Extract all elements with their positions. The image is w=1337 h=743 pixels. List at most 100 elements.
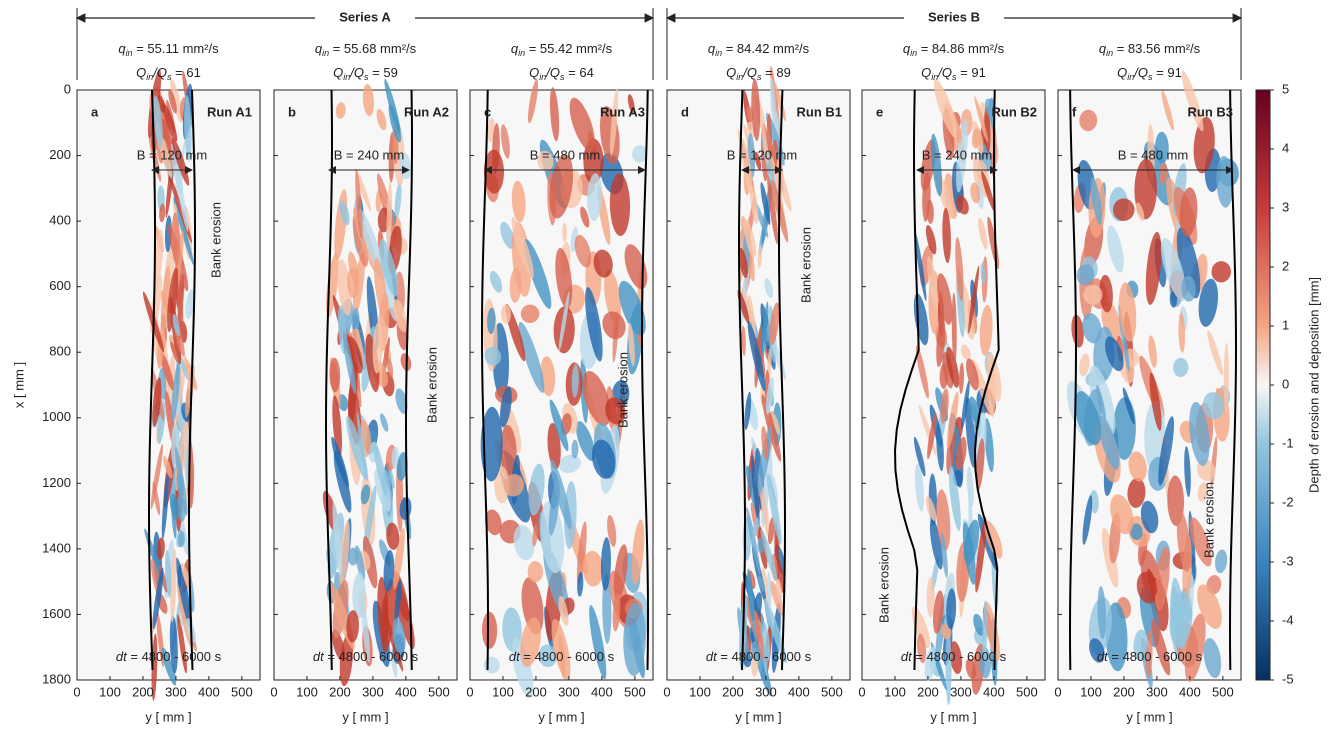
- erosion-streak: [973, 613, 985, 636]
- text-part: = 91: [957, 65, 986, 80]
- erosion-streak: [500, 221, 515, 249]
- erosion-streak: [914, 463, 924, 512]
- text-part: /: [545, 65, 551, 80]
- tick-label: 100: [296, 684, 318, 699]
- tick-label: 300: [755, 684, 777, 699]
- panel-letter: c: [484, 104, 491, 119]
- text-part: Q: [550, 65, 560, 80]
- erosion-streak: [171, 501, 177, 539]
- panel-letter: b: [288, 104, 296, 119]
- erosion-streak: [386, 522, 400, 550]
- erosion-streak: [624, 244, 648, 290]
- axis-label: y [ mm ]: [735, 709, 781, 724]
- tick-label: 0: [663, 684, 670, 699]
- erosion-streak: [165, 549, 172, 598]
- ratio-label: Qin/Qs = 91: [1117, 65, 1182, 82]
- erosion-streak: [520, 617, 541, 668]
- erosion-streak: [352, 308, 360, 330]
- erosion-streak: [618, 280, 646, 336]
- erosion-streak: [332, 501, 343, 577]
- erosion-streak: [1179, 187, 1198, 237]
- erosion-streak: [975, 438, 985, 491]
- erosion-streak: [518, 322, 545, 393]
- erosion-streak: [946, 346, 960, 388]
- panel-letter: e: [876, 104, 883, 119]
- tick-label: 2: [1282, 258, 1289, 273]
- erosion-streak: [956, 195, 969, 215]
- ratio-label: Qin/Qs = 64: [529, 65, 594, 82]
- bank-erosion-label: Bank erosion: [1201, 482, 1216, 558]
- text-part: q: [708, 41, 716, 56]
- channel-bank: [974, 89, 1000, 671]
- erosion-streak: [177, 614, 187, 674]
- width-label: B = 120 mm: [137, 147, 207, 162]
- erosion-streak: [612, 593, 621, 632]
- time-window: dt = 4800 - 6000 s: [509, 649, 615, 664]
- tick-label: -3: [1282, 553, 1294, 568]
- text-part: in: [146, 72, 153, 82]
- erosion-streak: [761, 567, 770, 606]
- erosion-streak: [935, 593, 947, 666]
- erosion-streak: [1202, 392, 1225, 420]
- erosion-streak: [1105, 336, 1124, 372]
- text-part: Q: [136, 65, 146, 80]
- tick-label: 1200: [42, 475, 71, 490]
- axis-label: y [ mm ]: [1126, 709, 1172, 724]
- time-window: dt = 4800 - 6000 s: [1097, 649, 1203, 664]
- text-part: q: [118, 41, 126, 56]
- tick-label: 500: [1016, 684, 1038, 699]
- erosion-streak: [376, 108, 387, 131]
- erosion-streak: [632, 145, 648, 163]
- run-label: Run A1: [207, 104, 252, 119]
- erosion-streak: [576, 421, 596, 461]
- erosion-streak: [929, 518, 943, 570]
- tick-label: 0: [858, 684, 865, 699]
- erosion-streak: [503, 473, 524, 497]
- tick-label: 0: [466, 684, 473, 699]
- discharge-label: qin = 83.56 mm²/s: [1099, 41, 1201, 58]
- erosion-streak: [562, 222, 567, 243]
- text-part: = 4800 - 6000 s: [912, 649, 1007, 664]
- text-part: in: [343, 72, 350, 82]
- erosion-streak: [970, 182, 981, 204]
- erosion-streak: [161, 472, 169, 540]
- series-label-bg: [904, 8, 1004, 28]
- tick-label: 500: [428, 684, 450, 699]
- text-part: s: [952, 72, 957, 82]
- erosion-streak: [329, 357, 341, 393]
- erosion-streak: [984, 98, 996, 119]
- discharge-label: qin = 84.42 mm²/s: [708, 41, 810, 58]
- erosion-streak: [550, 459, 572, 530]
- erosion-streak: [487, 307, 496, 335]
- text-part: dt: [509, 649, 521, 664]
- erosion-streak: [767, 517, 775, 545]
- text-part: /: [1133, 65, 1139, 80]
- erosion-streak: [532, 523, 538, 547]
- text-part: in: [518, 48, 525, 58]
- erosion-streak: [153, 95, 163, 149]
- run-label: Run B2: [992, 104, 1038, 119]
- erosion-streak: [1203, 638, 1222, 679]
- erosion-streak: [1193, 116, 1215, 174]
- erosion-streak: [172, 313, 180, 337]
- text-part: Q: [942, 65, 952, 80]
- tick-label: 400: [1179, 684, 1201, 699]
- erosion-streak: [1076, 264, 1095, 286]
- text-part: q: [315, 41, 323, 56]
- erosion-streak: [981, 170, 996, 212]
- tick-label: 300: [558, 684, 580, 699]
- discharge-label: qin = 55.68 mm²/s: [315, 41, 417, 58]
- tick-label: 0: [1282, 376, 1289, 391]
- erosion-streak: [339, 200, 350, 226]
- text-part: /: [937, 65, 943, 80]
- erosion-streak: [394, 181, 402, 221]
- erosion-streak: [757, 245, 763, 269]
- erosion-streak: [757, 575, 766, 592]
- erosion-streak: [484, 346, 502, 366]
- erosion-streak: [362, 83, 374, 117]
- panel-letter: f: [1072, 104, 1077, 119]
- ratio-label: Qin/Qs = 59: [333, 65, 398, 82]
- discharge-label: qin = 84.86 mm²/s: [903, 41, 1005, 58]
- erosion-streak: [916, 633, 927, 664]
- erosion-streak: [1161, 90, 1174, 131]
